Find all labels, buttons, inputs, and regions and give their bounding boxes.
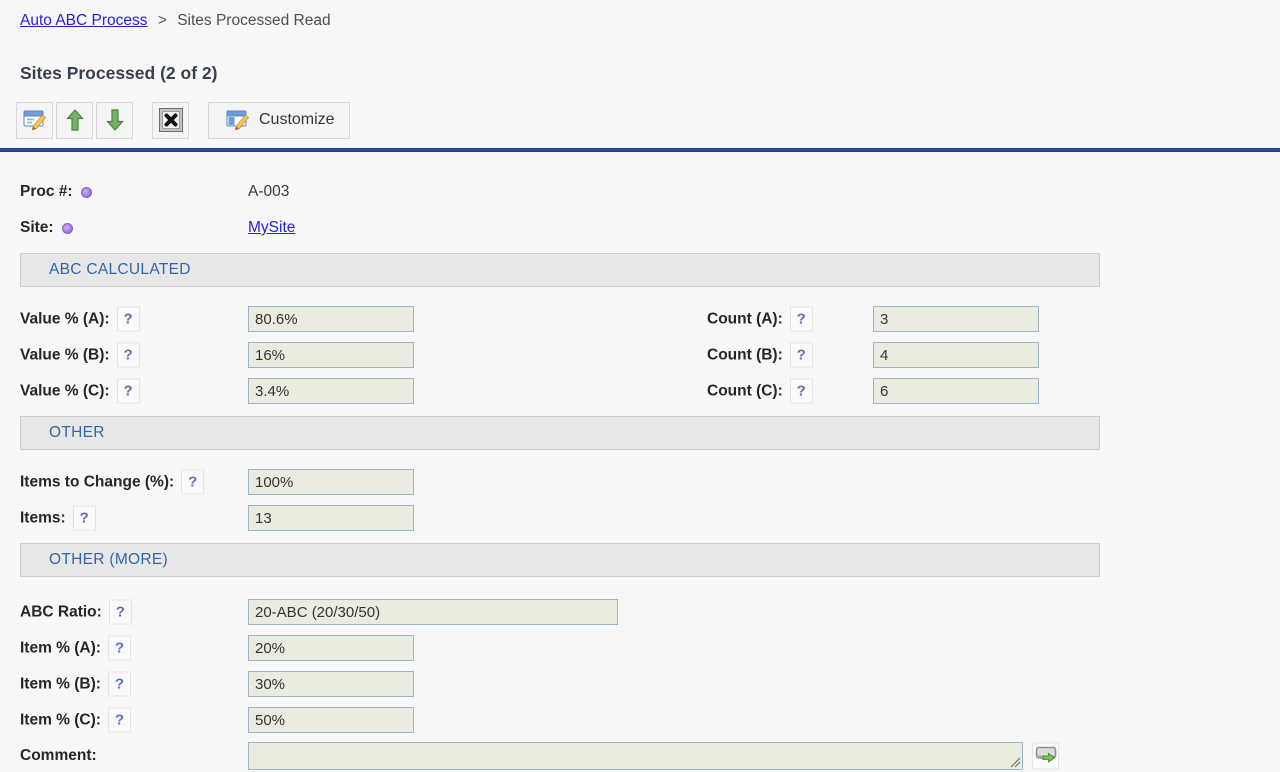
field-row-item-b: Item % (B): ? <box>20 666 1280 702</box>
help-icon[interactable]: ? <box>107 671 131 697</box>
breadcrumb-current: Sites Processed Read <box>177 12 331 29</box>
help-icon[interactable]: ? <box>107 635 131 661</box>
value-a-label: Value % (A): <box>20 310 110 327</box>
section-other-rows: Items to Change (%): ? Items: ? <box>20 464 1280 536</box>
popup-editor-icon <box>1034 742 1058 771</box>
field-row-item-c: Item % (C): ? <box>20 702 1280 738</box>
arrow-down-icon <box>103 107 127 133</box>
comment-textarea[interactable] <box>248 742 1023 770</box>
proc-number-label: Proc #: <box>20 183 73 200</box>
record-marker-icon <box>61 222 73 234</box>
item-b-label: Item % (B): <box>20 675 101 692</box>
field-row-comment: Comment: <box>20 738 1280 772</box>
items-input[interactable] <box>248 505 414 531</box>
field-row-items-to-change: Items to Change (%): ? <box>20 464 1280 500</box>
count-b-label: Count (B): <box>707 346 783 363</box>
abc-ratio-label: ABC Ratio: <box>20 603 102 620</box>
record-marker-icon <box>80 186 92 198</box>
help-icon[interactable]: ? <box>181 469 205 495</box>
close-button[interactable] <box>152 101 189 139</box>
item-b-input[interactable] <box>248 671 414 697</box>
field-row-value-c: Value % (C): ? Count (C): ? <box>20 373 1280 409</box>
count-a-label: Count (A): <box>707 310 783 327</box>
customize-form-icon <box>225 107 251 133</box>
items-to-change-input[interactable] <box>248 469 414 495</box>
value-c-label: Value % (C): <box>20 382 110 399</box>
help-icon[interactable]: ? <box>107 707 131 733</box>
field-row-abc-ratio: ABC Ratio: ? <box>20 594 1280 630</box>
resize-grip-icon[interactable] <box>1010 757 1021 768</box>
help-icon[interactable]: ? <box>72 505 96 531</box>
customize-button-label: Customize <box>259 111 335 128</box>
help-icon[interactable]: ? <box>789 306 813 332</box>
field-row-value-b: Value % (B): ? Count (B): ? <box>20 337 1280 373</box>
help-icon[interactable]: ? <box>116 342 140 368</box>
help-icon[interactable]: ? <box>116 378 140 404</box>
proc-number-value: A-003 <box>248 183 290 200</box>
toolbar: Customize <box>16 101 1280 139</box>
breadcrumb-link-auto-abc-process[interactable]: Auto ABC Process <box>20 12 148 29</box>
help-icon[interactable]: ? <box>789 378 813 404</box>
value-a-input[interactable] <box>248 306 414 332</box>
field-row-value-a: Value % (A): ? Count (A): ? <box>20 301 1280 337</box>
item-c-label: Item % (C): <box>20 711 101 728</box>
edit-form-icon <box>22 107 48 133</box>
help-icon[interactable]: ? <box>108 599 132 625</box>
value-c-input[interactable] <box>248 378 414 404</box>
count-c-input[interactable] <box>873 378 1039 404</box>
help-icon[interactable]: ? <box>789 342 813 368</box>
item-a-input[interactable] <box>248 635 414 661</box>
field-row-proc-number: Proc #: A-003 <box>20 174 1280 210</box>
site-label: Site: <box>20 219 54 236</box>
count-b-input[interactable] <box>873 342 1039 368</box>
abc-ratio-input[interactable] <box>248 599 618 625</box>
comment-label: Comment: <box>20 747 97 764</box>
section-header-other: OTHER <box>20 416 1100 450</box>
count-c-label: Count (C): <box>707 382 783 399</box>
count-a-input[interactable] <box>873 306 1039 332</box>
edit-button[interactable] <box>16 101 53 139</box>
item-c-input[interactable] <box>248 707 414 733</box>
value-b-label: Value % (B): <box>20 346 110 363</box>
field-row-items: Items: ? <box>20 500 1280 536</box>
item-a-label: Item % (A): <box>20 639 101 656</box>
section-other-more-rows: ABC Ratio: ? Item % (A): ? Item % (B): <box>20 594 1280 772</box>
comment-popup-button[interactable] <box>1032 742 1059 771</box>
page-title: Sites Processed (2 of 2) <box>20 63 218 83</box>
separator-line <box>0 148 1280 152</box>
section-header-abc-calculated: ABC CALCULATED <box>20 253 1100 287</box>
record-form: Proc #: A-003 Site: MySite ABC CALCULATE… <box>20 174 1280 772</box>
field-row-site: Site: MySite <box>20 210 1280 246</box>
breadcrumb: Auto ABC Process > Sites Processed Read <box>20 12 1280 30</box>
customize-button[interactable]: Customize <box>208 101 350 139</box>
arrow-up-icon <box>63 107 87 133</box>
value-b-input[interactable] <box>248 342 414 368</box>
close-x-icon <box>158 107 184 133</box>
section-abc-calculated-rows: Value % (A): ? Count (A): ? Value % (B): <box>20 301 1280 409</box>
items-label: Items: <box>20 509 66 526</box>
field-row-item-a: Item % (A): ? <box>20 630 1280 666</box>
breadcrumb-separator: > <box>157 12 167 29</box>
site-link[interactable]: MySite <box>248 219 296 236</box>
next-record-button[interactable] <box>96 101 133 139</box>
help-icon[interactable]: ? <box>116 306 140 332</box>
items-to-change-label: Items to Change (%): <box>20 473 175 490</box>
previous-record-button[interactable] <box>56 101 93 139</box>
section-header-other-more: OTHER (MORE) <box>20 543 1100 577</box>
